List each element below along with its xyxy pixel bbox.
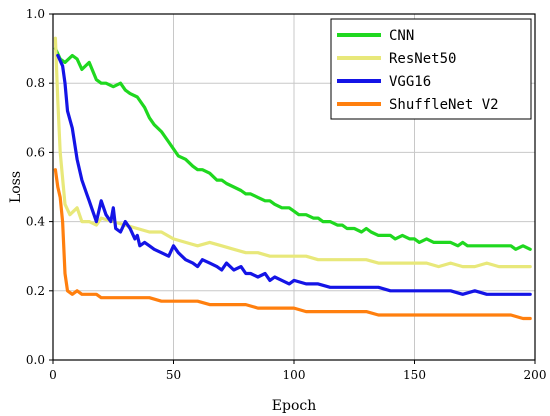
- legend-label: VGG16: [389, 74, 431, 90]
- series-line-resnet50: [53, 36, 532, 269]
- y-tick-label: 1.0: [26, 7, 45, 21]
- series-line-vgg16: [56, 53, 532, 296]
- y-tick-label: 0.8: [26, 76, 45, 90]
- y-axis-title: Loss: [8, 171, 24, 203]
- x-tick-label: 100: [283, 368, 306, 382]
- legend-label: CNN: [389, 28, 414, 44]
- legend-label: ShuffleNet V2: [389, 97, 499, 113]
- legend: CNN ResNet50 VGG16 ShuffleNet V2: [330, 18, 532, 120]
- x-axis-title: Epoch: [272, 398, 316, 414]
- x-tick-label: 150: [403, 368, 426, 382]
- x-tick-label: 0: [49, 368, 57, 382]
- y-tick-label: 0.2: [26, 284, 45, 298]
- y-tick-label: 0.0: [26, 353, 45, 367]
- series-line-shufflenet-v2: [53, 168, 532, 321]
- y-tick-label: 0.6: [26, 145, 45, 159]
- y-tick-label: 0.4: [26, 215, 45, 229]
- x-tick-label: 200: [524, 368, 547, 382]
- x-tick-label: 50: [166, 368, 181, 382]
- series-lines: [53, 36, 532, 321]
- axis-ticks: 0 50 100 150 200 0.0 0.2 0.4 0.6 0.8 1.0: [26, 7, 547, 382]
- legend-label: ResNet50: [389, 51, 456, 67]
- series-line-cnn: [53, 46, 532, 251]
